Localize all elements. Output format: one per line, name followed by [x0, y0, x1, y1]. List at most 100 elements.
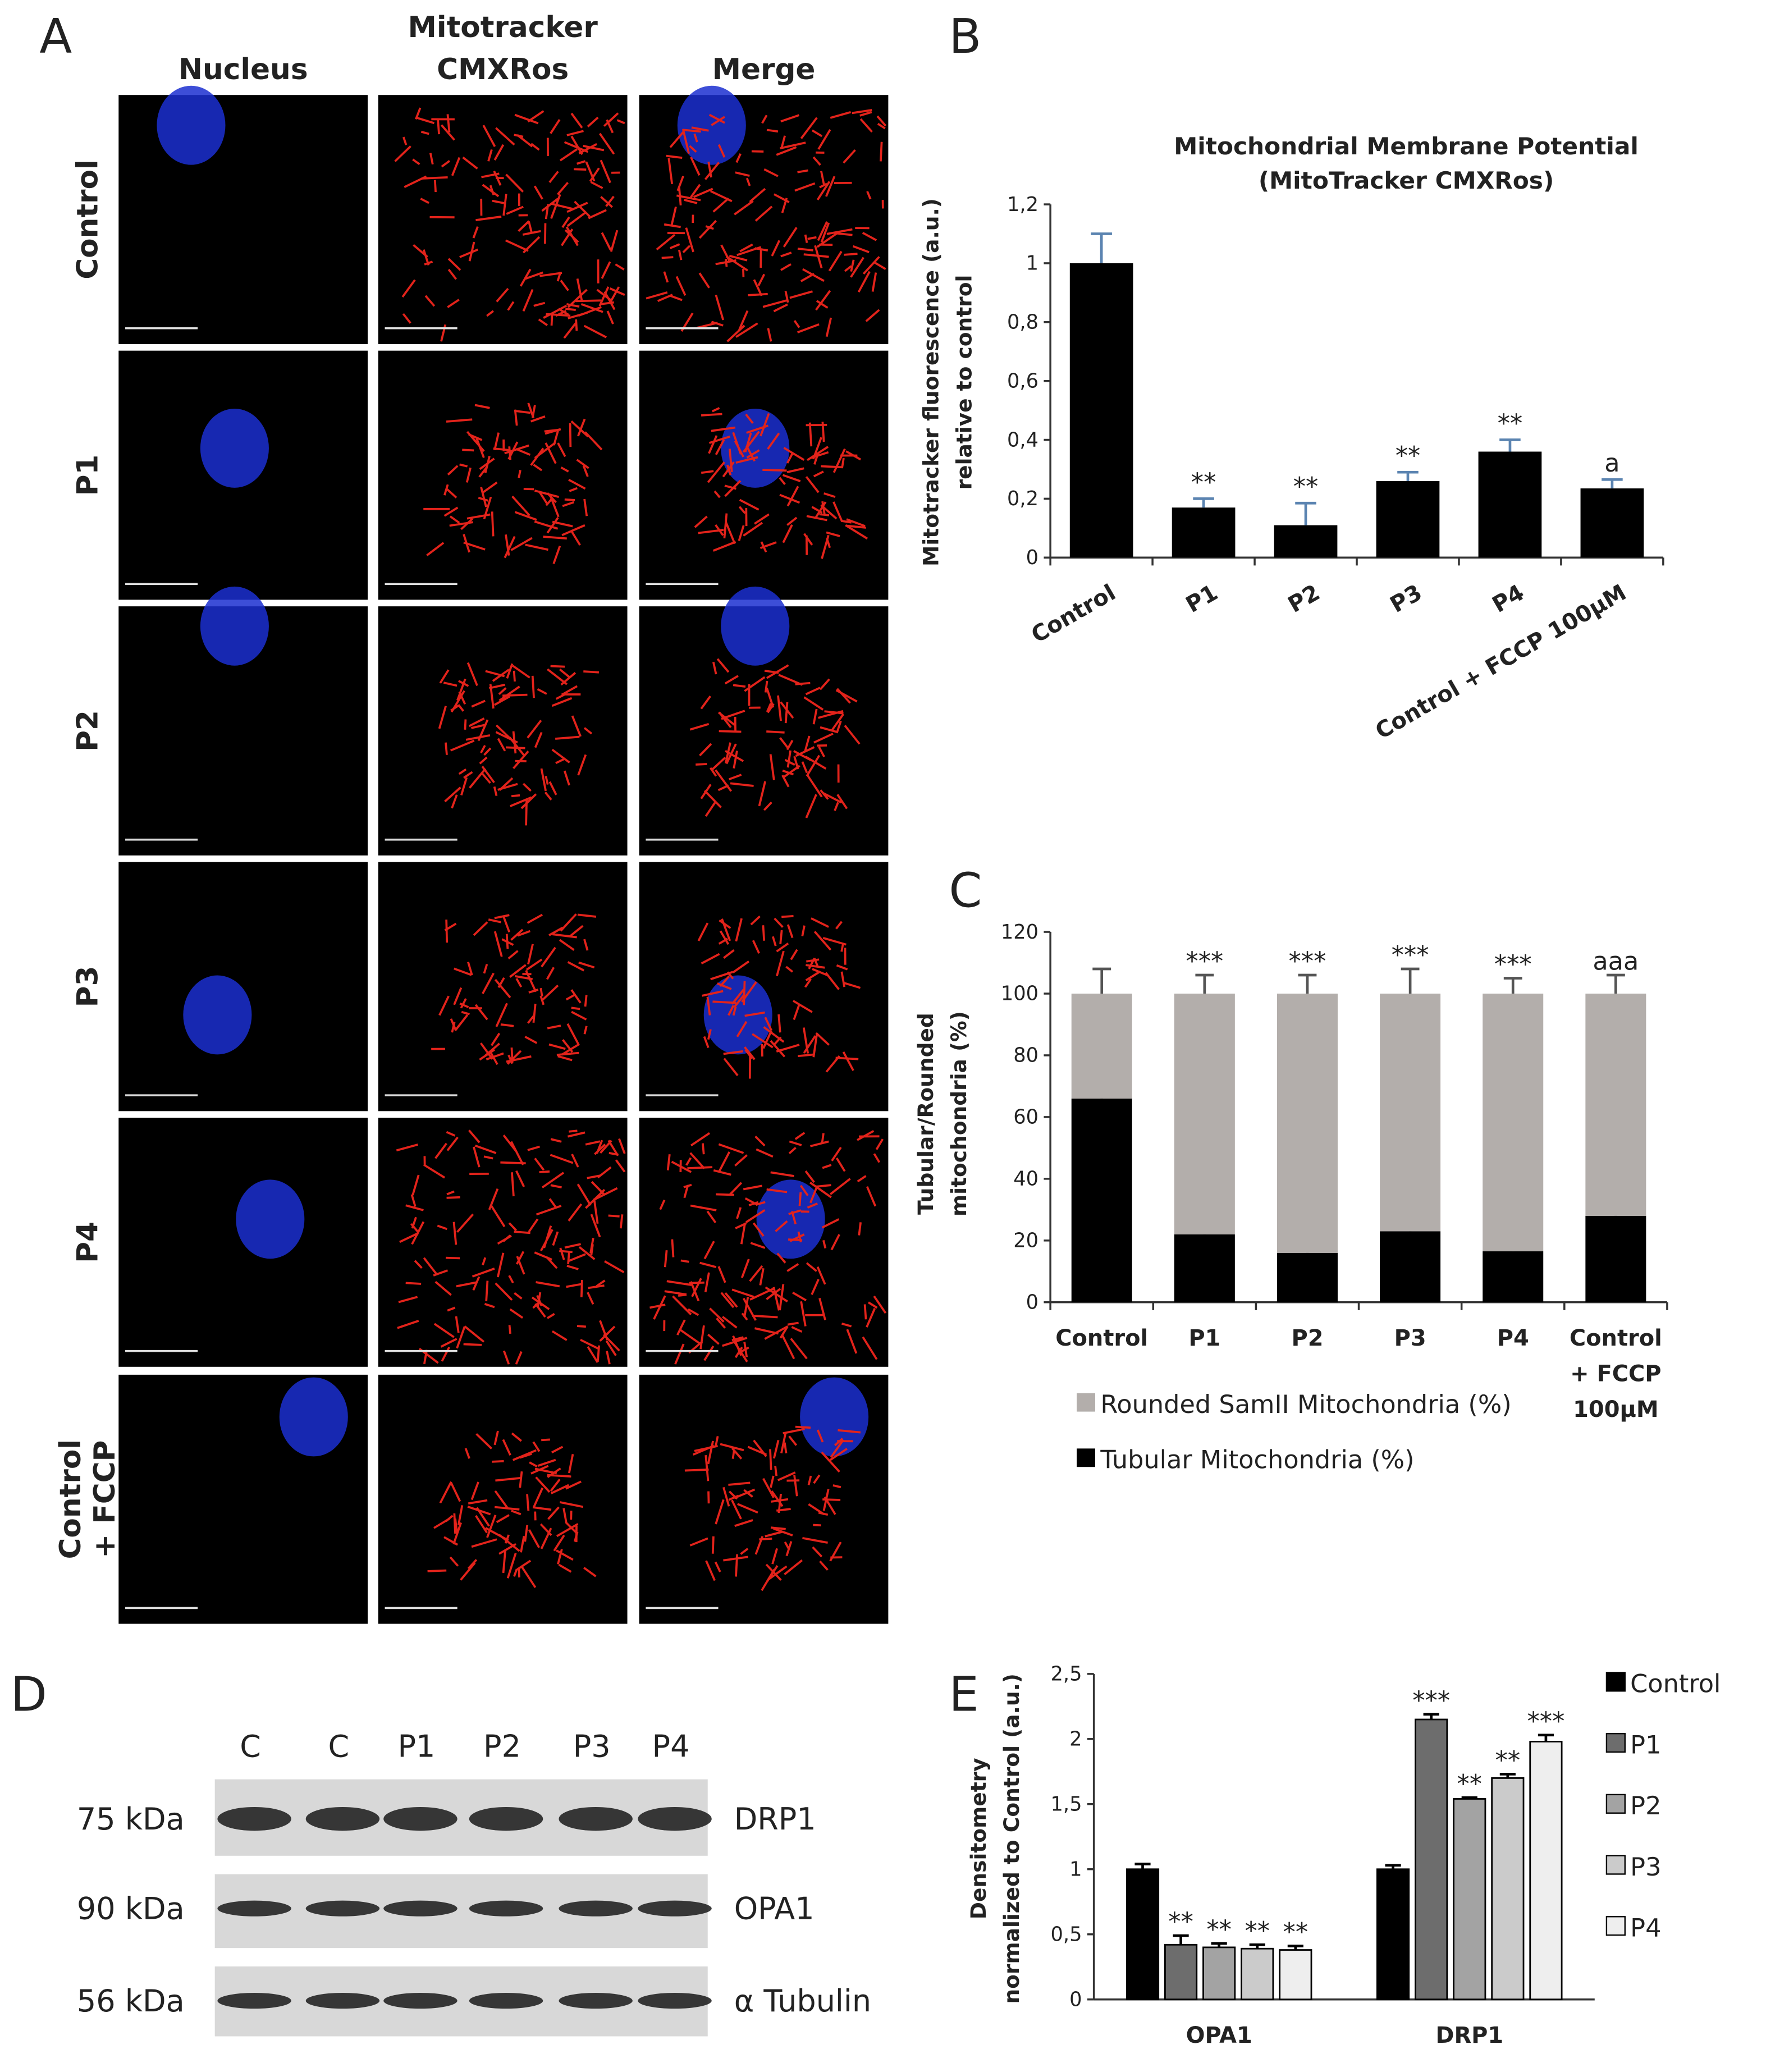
mitochondrion	[479, 756, 488, 765]
mitochondrion	[551, 1446, 564, 1454]
blot-band	[638, 1806, 712, 1831]
mitochondrion	[486, 1515, 497, 1538]
mitochondrion	[444, 922, 457, 931]
mitochondrion	[838, 1429, 861, 1434]
mitochondrion	[711, 321, 724, 327]
mitochondrion	[690, 1132, 711, 1147]
mitochondrion	[507, 950, 519, 959]
mitochondrion	[786, 516, 798, 526]
mitochondrion	[766, 1188, 788, 1193]
column-header: Mitotracker	[408, 11, 598, 44]
mitochondrion	[682, 129, 701, 133]
bar	[1415, 1718, 1448, 2001]
mitochondrion	[598, 286, 610, 307]
mitochondrion	[865, 309, 880, 322]
bar	[1376, 481, 1440, 558]
mitochondrion	[576, 459, 589, 469]
mitochondrion	[877, 122, 886, 130]
significance-label: **	[1245, 1917, 1270, 1946]
mitochondrion	[493, 931, 503, 957]
mitochondrion	[825, 1055, 840, 1073]
mitochondrion	[492, 199, 505, 204]
mitochondrion	[774, 917, 784, 928]
mitochondrion	[423, 1257, 437, 1275]
mitochondrion	[836, 964, 848, 971]
mitochondrion	[730, 782, 754, 787]
mitochondrion	[577, 1183, 592, 1206]
mitochondrion	[548, 1198, 557, 1208]
mitochondrion	[716, 658, 730, 673]
mitochondrion	[563, 322, 577, 339]
mitochondrion	[821, 501, 826, 515]
mitochondrion	[509, 1308, 524, 1319]
mitochondrion	[780, 1432, 787, 1454]
row-label-group: Control	[71, 159, 105, 279]
mitochondrion	[599, 1325, 616, 1342]
y-axis-title: relative to control	[951, 275, 976, 490]
mitochondrion	[719, 975, 730, 987]
mitochondrion	[532, 1003, 537, 1023]
mitochondrion	[548, 171, 559, 184]
mitochondrion	[782, 524, 793, 543]
mitochondrion	[812, 708, 818, 725]
y-tick-label: 100	[1001, 982, 1038, 1005]
mitochondrion	[420, 198, 429, 204]
mitochondrion	[741, 1312, 748, 1321]
mitochondrion	[801, 925, 806, 937]
mitochondrion	[710, 190, 733, 203]
mitochondrion	[475, 438, 485, 458]
bar	[1241, 1947, 1274, 2001]
bar	[1453, 1798, 1486, 2001]
mitochondrion	[555, 735, 580, 740]
mitochondrion	[784, 290, 789, 303]
mitochondrion	[460, 1562, 476, 1581]
mitochondrion	[451, 157, 461, 176]
mitochondrion	[731, 1499, 742, 1520]
mitochondrion	[813, 1474, 821, 1484]
mitochondrion	[601, 261, 611, 279]
mitochondrion	[788, 1209, 802, 1215]
mitochondrion	[423, 1164, 446, 1179]
mitochondrion	[756, 1201, 766, 1206]
mitochondrion	[464, 1448, 470, 1459]
mitochondrion	[550, 194, 561, 219]
mitochondrion	[440, 124, 455, 141]
mitochondrion	[543, 304, 568, 319]
mitochondrion	[451, 794, 458, 809]
column-header: Merge	[712, 53, 816, 86]
legend-swatch	[1605, 1855, 1626, 1875]
mitochondrion	[489, 1204, 506, 1228]
mitochondrion	[790, 1338, 808, 1360]
mitochondrion	[570, 135, 583, 155]
mitochondrion	[460, 777, 468, 796]
bar-segment	[1277, 1252, 1338, 1302]
mitochondrion	[777, 1014, 781, 1033]
mitochondrion	[515, 978, 523, 988]
mitochondrion	[785, 1541, 793, 1557]
mitochondrion	[823, 1496, 836, 1515]
mitochondrion	[690, 1204, 717, 1211]
y-tick-label: 0	[1026, 1291, 1038, 1314]
y-tick-label: 0,5	[1051, 1923, 1082, 1946]
mitochondrion	[734, 1154, 748, 1167]
mitochondrion	[441, 160, 451, 168]
mitochondrion	[809, 1185, 818, 1204]
mitochondrion	[506, 1553, 517, 1579]
mitochondrion	[862, 1336, 878, 1360]
mitochondrion	[471, 723, 487, 729]
mitochondrion	[653, 1295, 666, 1320]
mitochondrion	[715, 769, 733, 792]
mitochondrion	[515, 1351, 523, 1365]
mitochondrion	[446, 418, 473, 423]
mitochondrion	[462, 156, 478, 170]
mitochondrion	[766, 688, 775, 708]
mitochondrion	[780, 263, 792, 271]
mitochondrion	[474, 404, 490, 409]
mitochondrion	[532, 1441, 541, 1452]
mitochondrion	[840, 519, 852, 524]
mitochondrion	[556, 1051, 579, 1056]
mitochondrion	[844, 265, 852, 272]
mitochondrion	[527, 110, 545, 123]
mitochondrion	[608, 1214, 620, 1218]
mitochondrion	[578, 143, 598, 154]
